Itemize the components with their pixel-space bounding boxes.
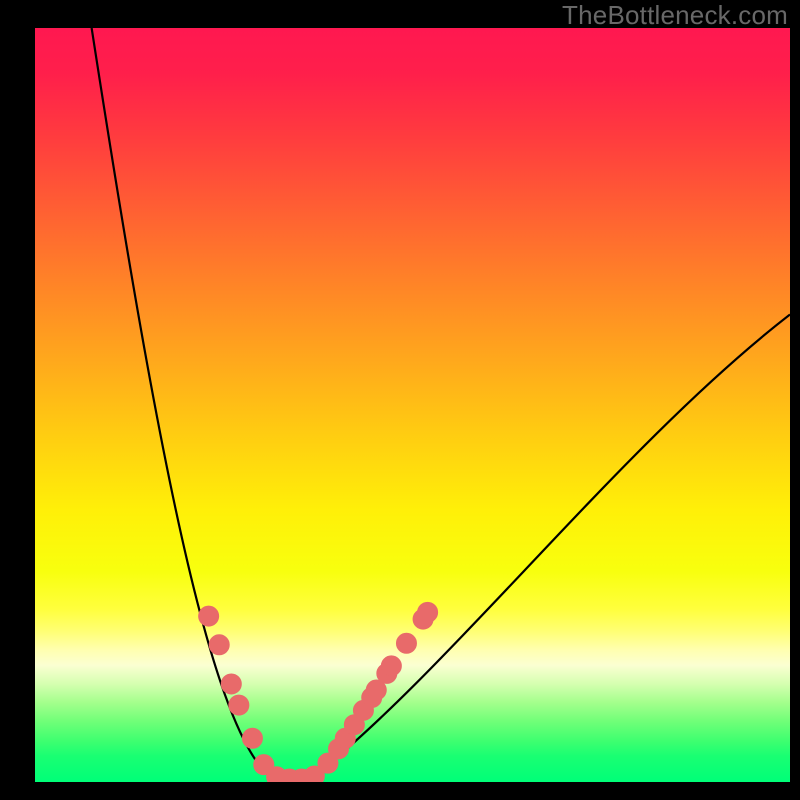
data-marker	[199, 606, 219, 626]
data-marker	[396, 633, 416, 653]
data-marker	[221, 674, 241, 694]
data-marker	[242, 728, 262, 748]
watermark-text: TheBottleneck.com	[562, 0, 788, 31]
plot-area	[35, 28, 790, 782]
chart-svg	[35, 28, 790, 782]
data-marker	[209, 635, 229, 655]
data-marker	[381, 656, 401, 676]
data-marker	[229, 695, 249, 715]
data-marker	[418, 602, 438, 622]
gradient-background	[35, 28, 790, 782]
